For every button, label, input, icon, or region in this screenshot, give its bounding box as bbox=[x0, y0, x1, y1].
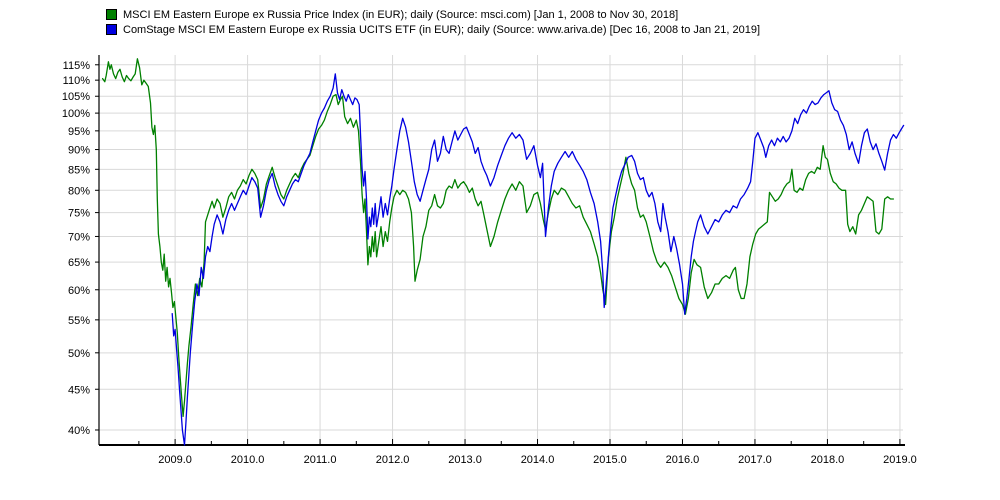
y-tick-label: 95% bbox=[68, 126, 90, 138]
y-tick-label: 55% bbox=[68, 315, 90, 327]
y-tick-label: 75% bbox=[68, 208, 90, 220]
series-comstage-etf-line bbox=[171, 73, 905, 446]
x-tick-label: 2018.0 bbox=[811, 454, 845, 466]
x-tick-label: 2017.0 bbox=[738, 454, 772, 466]
legend-item-msci-index: MSCI EM Eastern Europe ex Russia Price I… bbox=[106, 7, 760, 22]
legend-label-msci-index: MSCI EM Eastern Europe ex Russia Price I… bbox=[123, 8, 679, 21]
x-tick-label: 2014.0 bbox=[521, 454, 555, 466]
y-tick-label: 40% bbox=[68, 425, 90, 437]
y-tick-label: 115% bbox=[63, 60, 91, 72]
x-tick-label: 2013.0 bbox=[448, 454, 482, 466]
y-tick-label: 105% bbox=[62, 91, 90, 103]
legend-label-comstage-etf: ComStage MSCI EM Eastern Europe ex Russi… bbox=[123, 23, 761, 36]
legend-swatch-comstage-etf bbox=[106, 24, 117, 35]
series-lines bbox=[101, 58, 905, 446]
y-tick-label: 50% bbox=[68, 348, 90, 360]
gridlines bbox=[99, 55, 903, 444]
y-tick-label: 45% bbox=[68, 384, 90, 396]
legend-item-comstage-etf: ComStage MSCI EM Eastern Europe ex Russi… bbox=[106, 22, 760, 37]
series-msci-index-line bbox=[101, 58, 895, 418]
y-tick-label: 80% bbox=[68, 185, 90, 197]
y-tick-labels: 40% 45% 50% 55% 60% 65% 70% 75% 80% 85% 90% 95% 100%… bbox=[62, 60, 90, 437]
y-tick-label: 85% bbox=[68, 164, 90, 176]
x-tick-label: 2011.0 bbox=[304, 454, 337, 466]
x-tick-label: 2016.0 bbox=[666, 454, 700, 466]
x-tick-label: 2012.0 bbox=[376, 454, 410, 466]
y-tick-label: 60% bbox=[68, 285, 90, 297]
y-tick-label: 65% bbox=[68, 257, 90, 269]
axes bbox=[98, 55, 905, 446]
legend-swatch-msci-index bbox=[106, 9, 117, 20]
x-tick-labels: 2009.0 2010.0 2011.0 2012.0 2013.0 2014.0 2015… bbox=[158, 454, 916, 466]
x-tick-label: 2009.0 bbox=[158, 454, 192, 466]
y-tick-label: 110% bbox=[63, 75, 91, 87]
axis-ticks bbox=[95, 64, 901, 444]
y-tick-label: 90% bbox=[68, 145, 90, 157]
x-tick-label: 2019.0 bbox=[883, 454, 917, 466]
y-tick-label: 100% bbox=[62, 108, 90, 120]
x-tick-label: 2015.0 bbox=[593, 454, 627, 466]
y-tick-label: 70% bbox=[68, 231, 90, 243]
chart-legend: MSCI EM Eastern Europe ex Russia Price I… bbox=[106, 7, 760, 37]
x-tick-label: 2010.0 bbox=[231, 454, 265, 466]
